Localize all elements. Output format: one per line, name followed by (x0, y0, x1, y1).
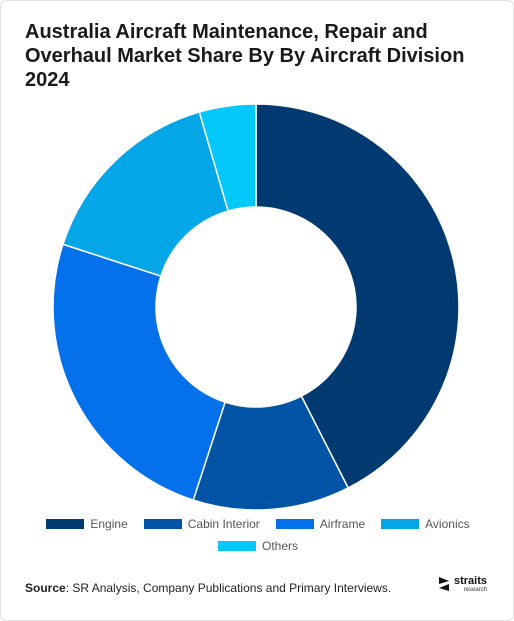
legend-label-airframe: Airframe (319, 517, 366, 531)
logo-name: straits (454, 574, 488, 587)
legend-swatch-others (217, 541, 256, 551)
chart-title: Australia Aircraft Maintenance, Repair a… (25, 21, 465, 91)
legend-label-others: Others (261, 539, 298, 553)
slice-engine (255, 103, 460, 489)
legend-swatch-airframe (275, 519, 314, 529)
chart-legend: Engine Cabin Interior Airframe Avionics Othe… (21, 517, 495, 553)
straits-logo-icon (439, 577, 449, 591)
legend-item-avionics[interactable]: Avionics (381, 517, 470, 531)
legend-swatch-avionics (381, 519, 420, 529)
legend-item-others[interactable]: Others (217, 539, 298, 553)
logo-sub: research (463, 586, 488, 593)
legend-item-airframe[interactable]: Airframe (275, 517, 366, 531)
legend-item-cabin-interior[interactable]: Cabin Interior (143, 517, 260, 531)
slice-others (198, 103, 257, 212)
legend-item-engine[interactable]: Engine (46, 517, 128, 531)
straits-logo: straits research (437, 575, 487, 593)
source-text: : SR Analysis, Company Publications and … (65, 581, 392, 595)
slice-avionics (61, 111, 230, 278)
legend-label-avionics: Avionics (425, 517, 470, 531)
legend-swatch-engine (46, 519, 85, 529)
source-note: Source: SR Analysis, Company Publication… (25, 581, 391, 595)
slice-airframe (52, 243, 227, 502)
source-label: Source (25, 581, 66, 595)
legend-label-cabin-interior: Cabin Interior (187, 517, 260, 531)
donut-chart (52, 103, 460, 511)
legend-swatch-cabin-interior (143, 519, 182, 529)
legend-label-engine: Engine (90, 517, 128, 531)
